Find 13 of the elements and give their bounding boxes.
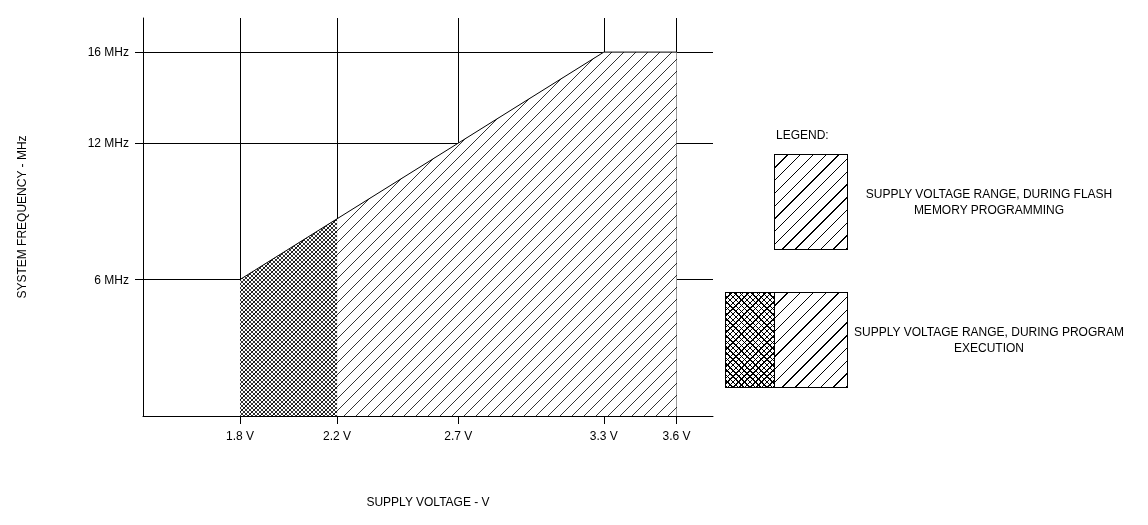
x-tick-label: 1.8 V: [226, 429, 255, 443]
text: SUPPLY VOLTAGE RANGE, DURING PROGRAM EXECUTION: [853, 324, 1125, 356]
legend-title: LEGEND:: [776, 128, 830, 142]
text: SUPPLY VOLTAGE RANGE, DURING FLASH MEMORY PROGRAMMING: [864, 186, 1114, 218]
y-tick-label: 6 MHz: [94, 272, 129, 287]
x-tick-label: 2.2 V: [323, 429, 352, 443]
y-tick-label: 16 MHz: [87, 45, 129, 60]
x-tick-label: 3.3 V: [589, 429, 618, 443]
y-tick-label: 12 MHz: [87, 136, 129, 151]
x-tick-label: 2.7 V: [444, 429, 473, 443]
y-axis-title: SYSTEM FREQUENCY - MHz: [15, 135, 29, 299]
x-tick-label: 3.6 V: [662, 429, 691, 443]
x-axis-title: SUPPLY VOLTAGE - V: [366, 495, 490, 509]
